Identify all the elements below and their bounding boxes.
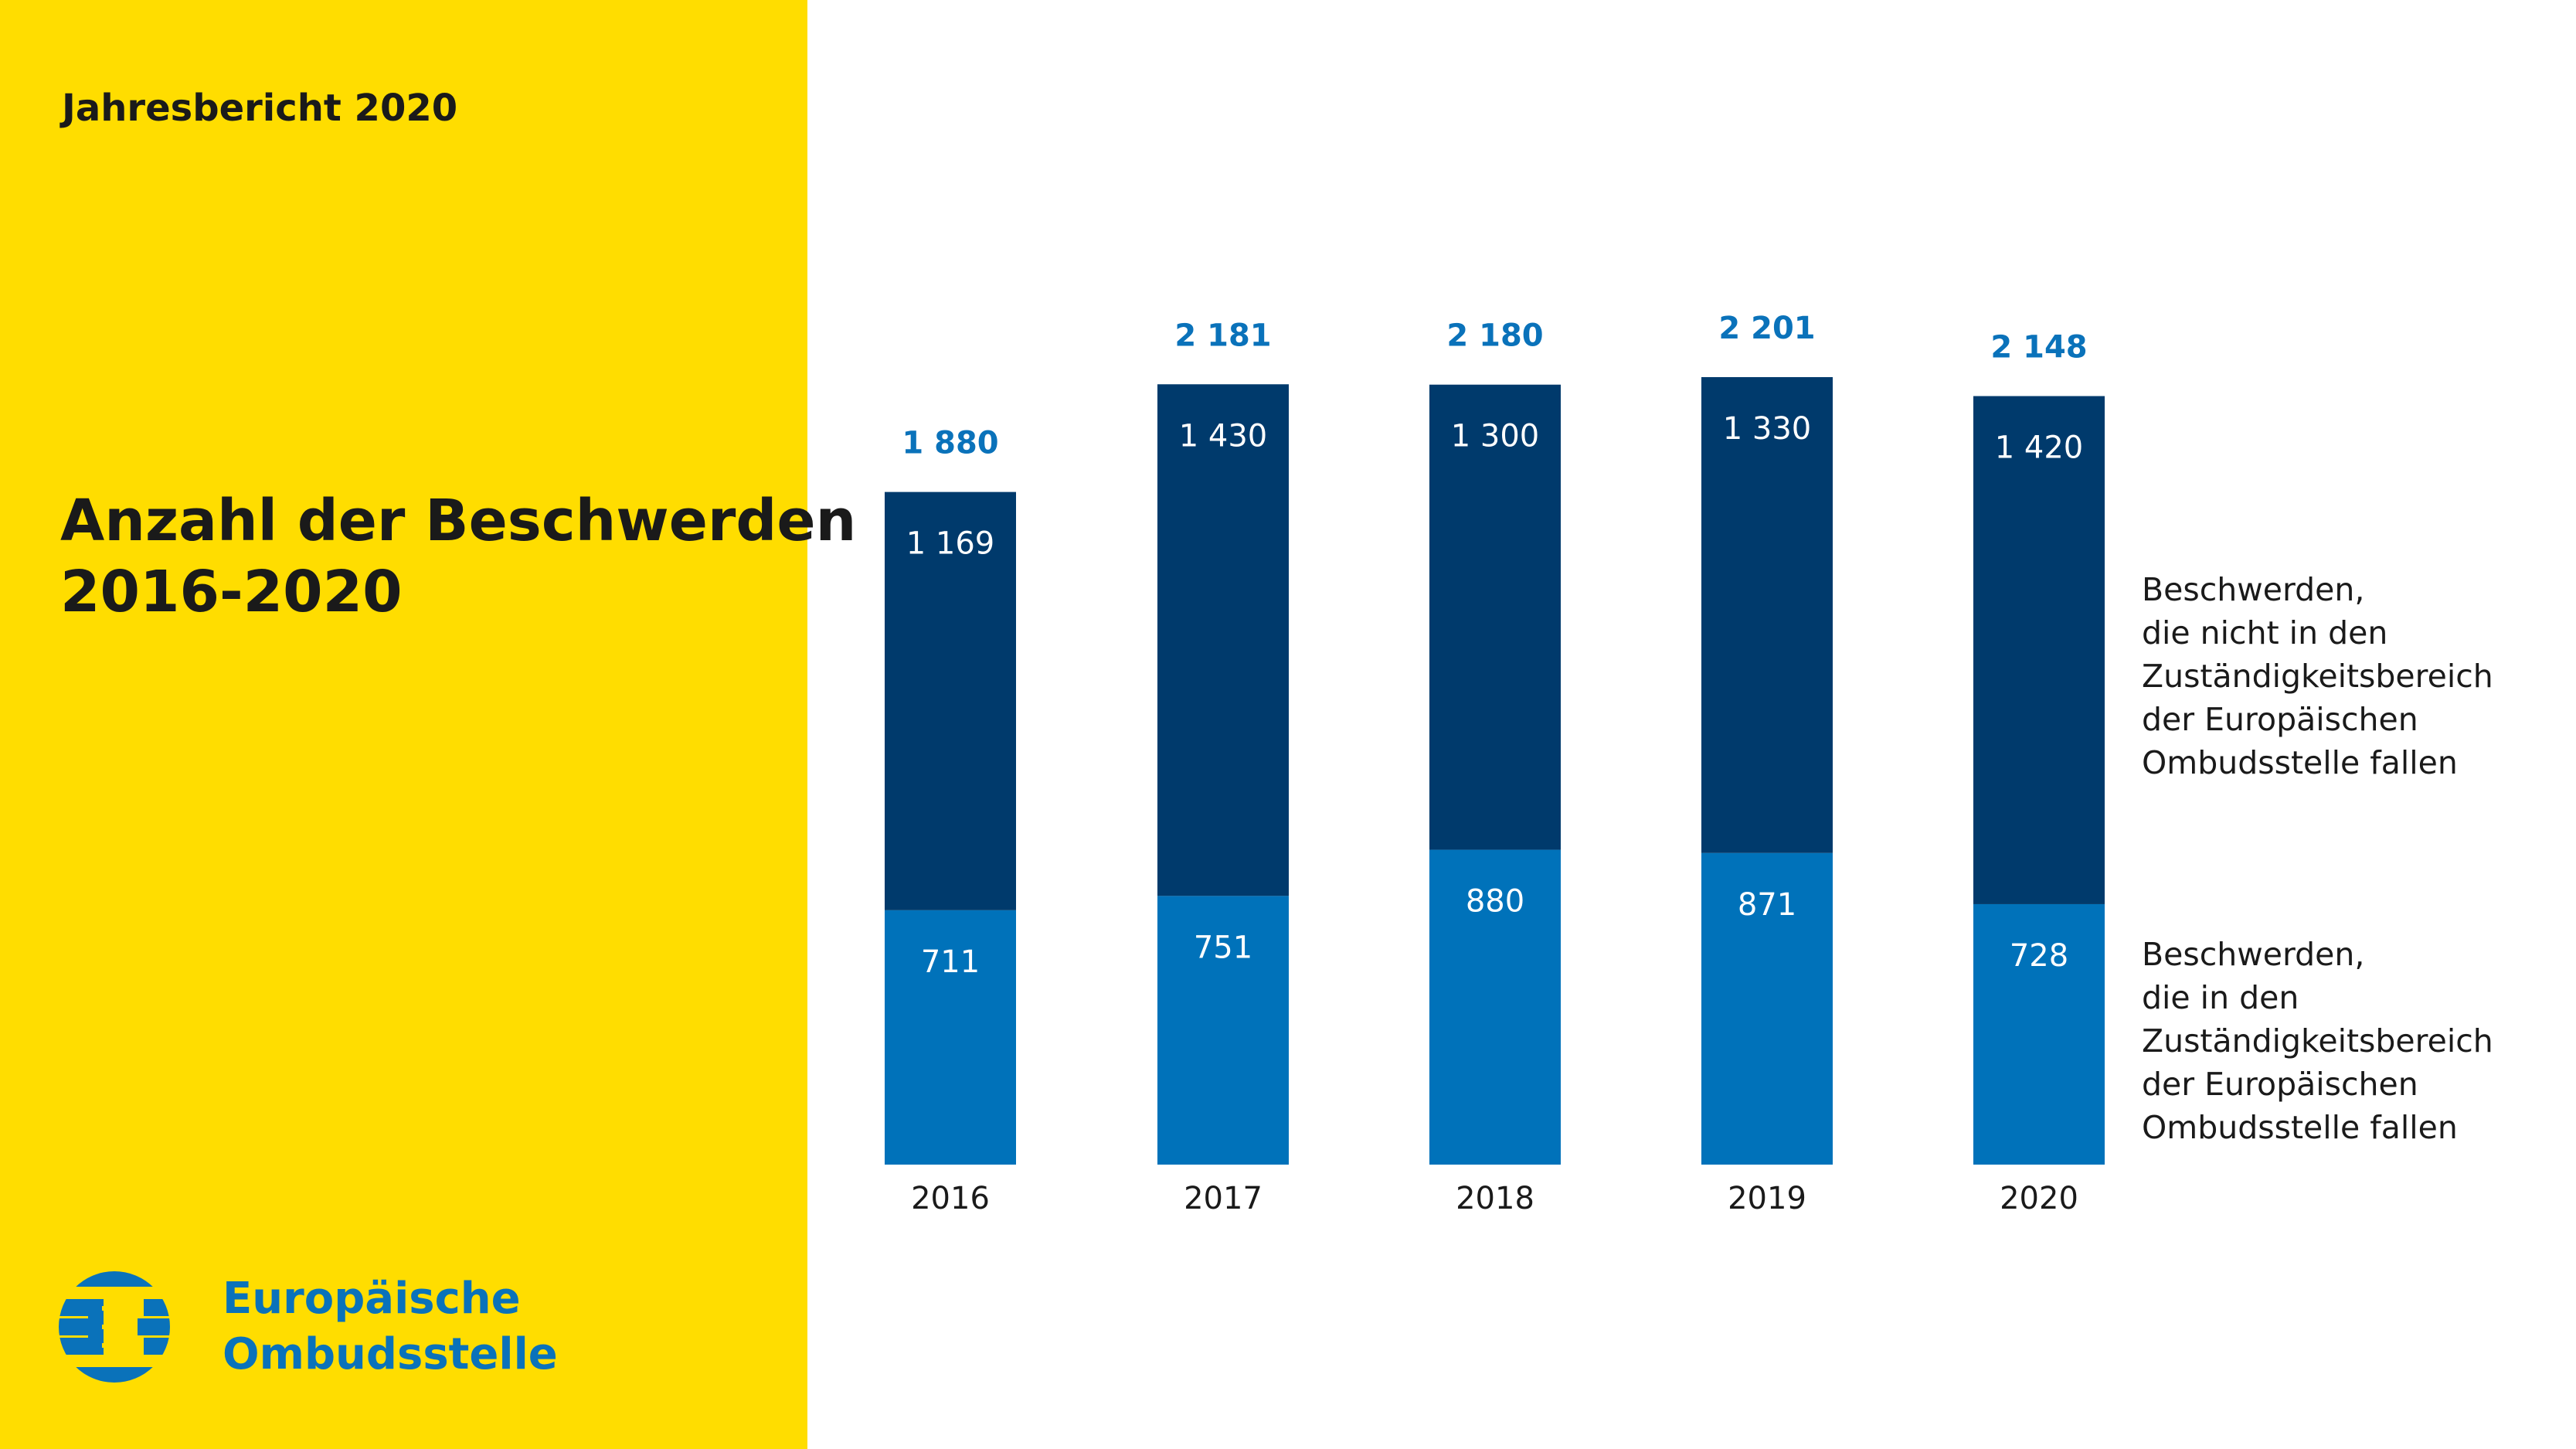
data-label-outside-2020: 1 420 (1995, 430, 2084, 466)
logo-text-line-2: Ombudsstelle (223, 1329, 558, 1379)
bar-outside-2020 (1973, 396, 2105, 904)
total-label-2017: 2 181 (1174, 318, 1271, 353)
data-label-outside-2016: 1 169 (906, 526, 995, 562)
chart-title: Anzahl der Beschwerden 2016-2020 (60, 485, 857, 628)
x-tick-label-2017: 2017 (1184, 1181, 1263, 1216)
bar-outside-2016 (885, 492, 1016, 910)
legend-outside-line-2: die nicht in den (2142, 614, 2388, 651)
legend-inside-line-1: Beschwerden, (2142, 936, 2365, 973)
bar-inside-2020 (1973, 903, 2105, 1165)
legend-outside-line-4: der Europäischen (2142, 701, 2418, 738)
logo-text: Europäische Ombudsstelle (223, 1271, 558, 1383)
bar-outside-2017 (1157, 384, 1289, 896)
bar-inside-2017 (1157, 896, 1289, 1165)
x-tick-label-2019: 2019 (1728, 1181, 1806, 1216)
data-label-outside-2019: 1 330 (1723, 411, 1812, 447)
chart-title-line-1: Anzahl der Beschwerden (60, 488, 857, 554)
data-label-outside-2017: 1 430 (1179, 418, 1268, 454)
bar-inside-2019 (1701, 852, 1833, 1165)
data-label-inside-2019: 871 (1738, 887, 1796, 923)
bar-inside-2018 (1429, 849, 1561, 1165)
x-tick-label-2018: 2018 (1456, 1181, 1534, 1216)
logo-text-line-1: Europäische (223, 1274, 521, 1324)
x-tick-label-2016: 2016 (911, 1181, 990, 1216)
chart-title-line-2: 2016-2020 (60, 559, 403, 625)
bar-outside-2018 (1429, 384, 1561, 850)
legend-outside-line-1: Beschwerden, (2142, 571, 2365, 608)
legend-inside-mandate: Beschwerden, die in den Zuständigkeitsbere… (2142, 933, 2551, 1149)
left-panel: Jahresbericht 2020 Anzahl der Beschwerde… (0, 0, 857, 1449)
total-label-2018: 2 180 (1446, 318, 1543, 354)
total-label-2016: 1 880 (902, 426, 998, 461)
bar-outside-2019 (1701, 377, 1833, 853)
european-ombudsman-logo-icon (59, 1271, 170, 1383)
legend-inside-line-3: Zuständigkeitsbereich (2142, 1022, 2493, 1060)
total-label-2019: 2 201 (1718, 311, 1815, 346)
legend-outside-line-5: Ombudsstelle fallen (2142, 744, 2458, 781)
legend-inside-line-2: die in den (2142, 979, 2299, 1016)
legend-inside-line-4: der Europäischen (2142, 1066, 2418, 1103)
bar-inside-2016 (885, 910, 1016, 1165)
legend-outside-mandate: Beschwerden, die nicht in den Zuständigkei… (2142, 568, 2551, 784)
data-label-inside-2018: 880 (1466, 884, 1524, 920)
legend-inside-line-5: Ombudsstelle fallen (2142, 1109, 2458, 1146)
total-label-2020: 2 148 (1990, 330, 2087, 366)
report-label: Jahresbericht 2020 (62, 87, 458, 130)
legend-outside-line-3: Zuständigkeitsbereich (2142, 658, 2493, 695)
x-tick-label-2020: 2020 (2000, 1181, 2078, 1216)
data-label-inside-2017: 751 (1194, 930, 1252, 965)
data-label-outside-2018: 1 300 (1451, 419, 1540, 454)
data-label-inside-2020: 728 (2010, 938, 2068, 974)
data-label-inside-2016: 711 (921, 944, 980, 980)
